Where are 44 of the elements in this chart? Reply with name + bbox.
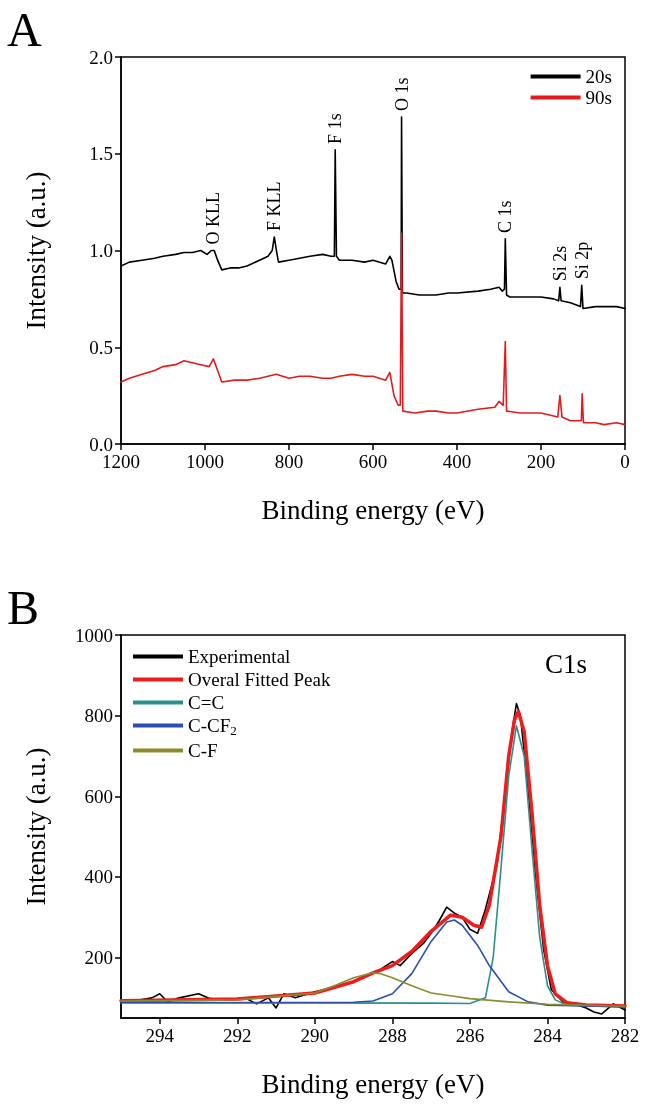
y-axis-title: Intensity (a.u.) [20,171,51,330]
annotation: C 1s [495,200,516,233]
legend-label: Overal Fitted Peak [188,669,331,690]
y-tick-label: 800 [84,705,113,727]
annotation: C1s [544,648,588,679]
x-tick-label: 1000 [186,451,224,472]
annotation: F KLL [264,181,285,231]
legend-label: Experimental [188,646,291,667]
annotation: O 1s [391,77,412,111]
x-tick-label: 800 [274,451,304,472]
x-tick-label: 294 [145,1025,175,1046]
x-axis-title: Binding energy (eV) [261,494,485,525]
y-axis-title: Intensity (a.u.) [20,747,51,906]
x-tick-label: 288 [378,1025,407,1046]
x-tick-label: 282 [610,1025,640,1046]
x-tick-label: 292 [223,1025,252,1046]
chart-title: B [7,580,40,634]
y-tick-label: 1.5 [89,143,113,165]
y-tick-label: 600 [84,785,113,807]
x-tick-label: 200 [526,451,556,472]
line-series [120,972,626,1008]
x-tick-label: 0 [620,451,630,472]
y-tick-label: 1.0 [89,240,113,261]
chart-title: A [7,2,42,56]
annotation: O KLL [203,192,224,245]
y-tick-label: 400 [84,866,113,888]
y-tick-label: 200 [84,947,113,969]
x-axis-title: Binding energy (eV) [261,1068,485,1099]
legend-label: 20s [585,66,613,87]
y-tick-label: 0.5 [89,336,113,358]
x-tick-label: 400 [442,451,472,472]
y-tick-label: 2.0 [89,46,113,68]
legend-label: C=C [188,692,225,713]
x-tick-label: 284 [533,1025,563,1046]
x-tick-label: 290 [300,1025,330,1046]
x-tick-label: 286 [455,1025,485,1046]
x-tick-label: 600 [358,451,388,472]
legend-label: C-F [188,740,218,761]
legend-label: 90s [585,87,613,108]
line-series [120,232,626,426]
annotation: Si 2s [549,245,570,282]
y-tick-label: 1000 [75,624,113,646]
annotation: F 1s [325,113,346,144]
annotation: Si 2p [571,241,592,280]
